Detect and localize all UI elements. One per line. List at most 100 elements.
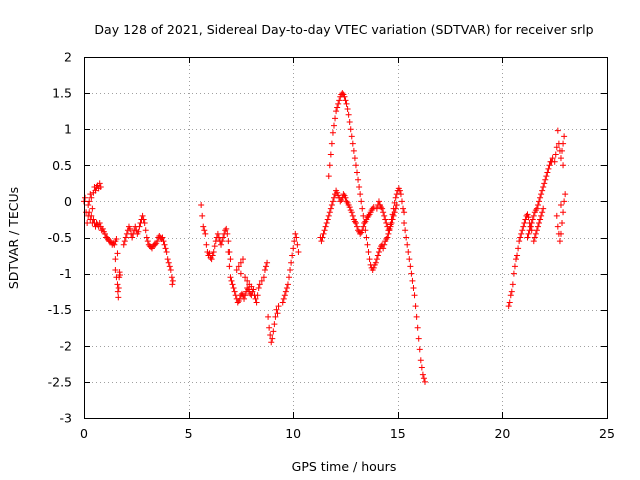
data-point [380,209,387,216]
data-point [383,220,390,227]
data-point [229,281,236,288]
data-point [332,115,339,122]
data-point [104,234,111,241]
data-point [515,245,522,252]
data-point [366,256,373,263]
data-point [231,288,238,295]
x-tick-label: 10 [285,426,301,441]
data-point [268,339,275,346]
data-point [392,205,399,212]
data-point [135,228,142,235]
x-tick-label: 0 [80,426,88,441]
data-point [419,371,426,378]
data-point [350,147,357,154]
data-point [514,252,521,259]
data-point [115,294,122,301]
data-point [538,212,545,219]
y-tick-label: 1 [64,122,72,137]
data-point [392,194,399,201]
data-point [401,209,408,216]
data-point [398,198,405,205]
data-point [161,241,168,248]
data-point [167,266,174,273]
data-point [141,220,148,227]
data-point [198,202,205,209]
data-point [507,292,514,299]
data-point [381,241,388,248]
data-point [85,202,92,209]
data-point [169,277,176,284]
data-point [325,212,332,219]
data-point [281,292,288,299]
y-tick-label: 2 [64,50,72,65]
data-point [115,285,122,292]
data-point [333,108,340,115]
data-point [329,129,336,136]
y-tick-label: 0.5 [52,158,72,173]
data-point [404,241,411,248]
data-point [154,238,161,245]
data-point [546,162,553,169]
data-point [375,248,382,255]
data-point [225,248,232,255]
data-point [508,288,515,295]
data-point [388,220,395,227]
data-point [87,191,94,198]
data-point [345,111,352,118]
data-marks [81,90,569,385]
data-point [378,204,385,211]
data-point [538,191,545,198]
data-point [380,245,387,252]
data-point [253,299,260,306]
data-point [370,264,377,271]
data-point [544,169,551,176]
data-point [539,209,546,216]
data-point [552,151,559,158]
data-point [358,198,365,205]
data-point [509,281,516,288]
data-point [283,285,290,292]
data-point [382,216,389,223]
data-point [357,230,364,237]
data-point [401,220,408,227]
data-point [364,241,371,248]
data-point [208,256,215,263]
data-point [421,378,428,385]
y-tick-label: -1 [60,266,72,281]
data-point [524,234,531,241]
data-point [346,204,353,211]
data-point [389,216,396,223]
data-point [166,263,173,270]
data-point [96,180,103,187]
data-point [223,225,230,232]
data-point [230,285,237,292]
data-point [402,227,409,234]
data-point [397,191,404,198]
data-point [539,187,546,194]
data-point [261,266,268,273]
data-point [528,220,535,227]
data-point [219,238,226,245]
data-point [525,214,532,221]
data-point [237,270,244,277]
data-point [162,245,169,252]
data-point [244,285,251,292]
data-point [282,288,289,295]
data-point [86,198,93,205]
data-point [420,375,427,382]
data-point [512,256,519,263]
data-point [287,266,294,273]
data-point [374,252,381,259]
data-point [533,227,540,234]
data-point [88,212,95,219]
data-point [169,281,176,288]
data-point [279,299,286,306]
data-point [120,241,127,248]
data-point [238,290,245,297]
data-point [351,155,358,162]
data-point [560,140,567,147]
data-point [534,202,541,209]
data-point [352,162,359,169]
data-point [159,234,166,241]
data-point [506,299,513,306]
